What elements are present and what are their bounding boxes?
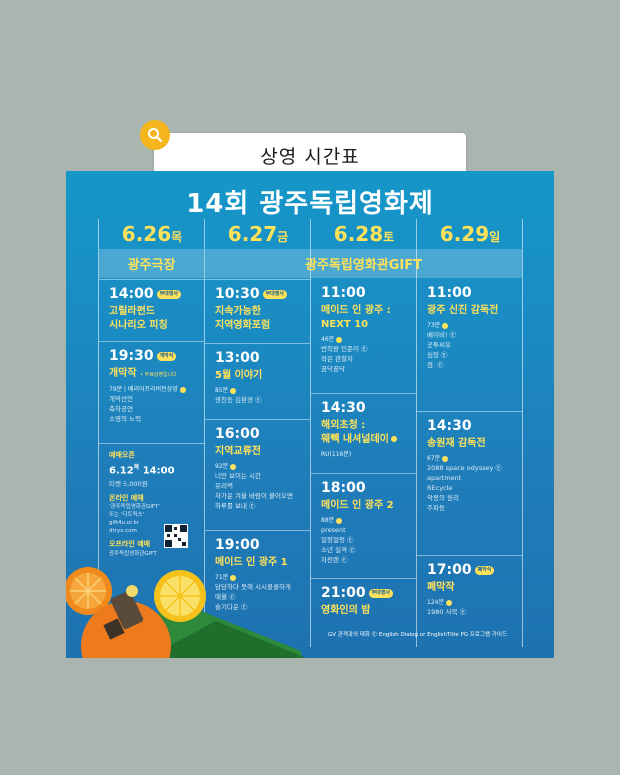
slot-0627-1900: 19:00 메이드 인 광주 1 71분 담담하다 못해 시시콜콜하게 애월 Ⓔ…	[205, 530, 310, 630]
slot-0626-1400: 14:00 부대행사 고릴라펀드 시나리오 피칭	[99, 279, 204, 341]
slot-0627-1600: 16:00 지역교류전 92분 너만 보이는 시간 유리벽 차가운 겨울 바람이…	[205, 419, 310, 529]
grid-line	[522, 219, 523, 647]
slot-0627-1030: 10:30 부대행사 지속가능한 지역영화포럼	[205, 279, 310, 341]
date-header: 6.26목	[121, 222, 183, 246]
grid-line	[98, 219, 99, 647]
venue-gwangju-theater: 광주극장	[99, 249, 204, 278]
legend: GV 관객과의 대화 Ⓔ English Dialog or EnglishTi…	[328, 632, 508, 638]
venue-gift: 광주독립영화관GIFT	[205, 249, 522, 278]
date-header: 6.27금	[227, 222, 289, 246]
qr-code-icon	[164, 524, 188, 548]
poster-title: 14회 광주독립영화제	[186, 189, 434, 219]
slot-0628-1100: 11:00 메이드 인 광주 : NEXT 10 46분 번칙왕 민준이 Ⓔ 작…	[321, 285, 391, 373]
slot-0627-1300: 13:00 5월 이야기 85분 광천동 김환경 Ⓔ	[205, 343, 310, 417]
slot-0628-1430: 14:30 해외초청 : 웨빽 내셔널데이 RU(116분)	[311, 393, 416, 473]
search-icon[interactable]	[140, 120, 170, 150]
slot-0628-1800: 18:00 메이드 인 광주 2 88분 present 얼렁얼렁 Ⓔ 소년 실…	[311, 473, 416, 577]
festival-poster: 14회 광주독립영화제 6.26목 6.27금 6.28토 6.29일 광주극장…	[66, 171, 554, 658]
grid-line	[204, 219, 205, 647]
slot-0626-1930: 19:30 개막식 개막작 • 무료상영입니다 79분 | 배리어프리버전상영 개…	[99, 341, 204, 443]
date-header: 6.28토	[333, 222, 395, 246]
schedule-title: 상영 시간표	[260, 145, 360, 168]
date-header: 6.29일	[439, 222, 501, 246]
slot-0628-2100: 21:00 부대행사 영화인의 밤	[311, 578, 416, 628]
grid-line	[310, 219, 311, 647]
grid-line	[416, 219, 417, 647]
schedule-title-bar: 상영 시간표	[154, 133, 466, 177]
slot-0629-1700: 17:00 폐막식 폐막작 124분 1980 사북 Ⓔ	[417, 555, 522, 627]
slot-0629-1430: 14:30 송원재 감독전 67분 2088 space odyssey Ⓔ a…	[417, 411, 522, 555]
presale-info: 예매오픈 6.12목 14:00 티켓 5,000원 온라인 예매 '광주독립영…	[99, 443, 204, 573]
orange-illustration	[66, 567, 306, 658]
slot-0629-1100: 11:00 광주 신진 감독전 73분 베이비! Ⓔ 곳투씨유 심장 Ⓔ 점. …	[427, 285, 499, 369]
